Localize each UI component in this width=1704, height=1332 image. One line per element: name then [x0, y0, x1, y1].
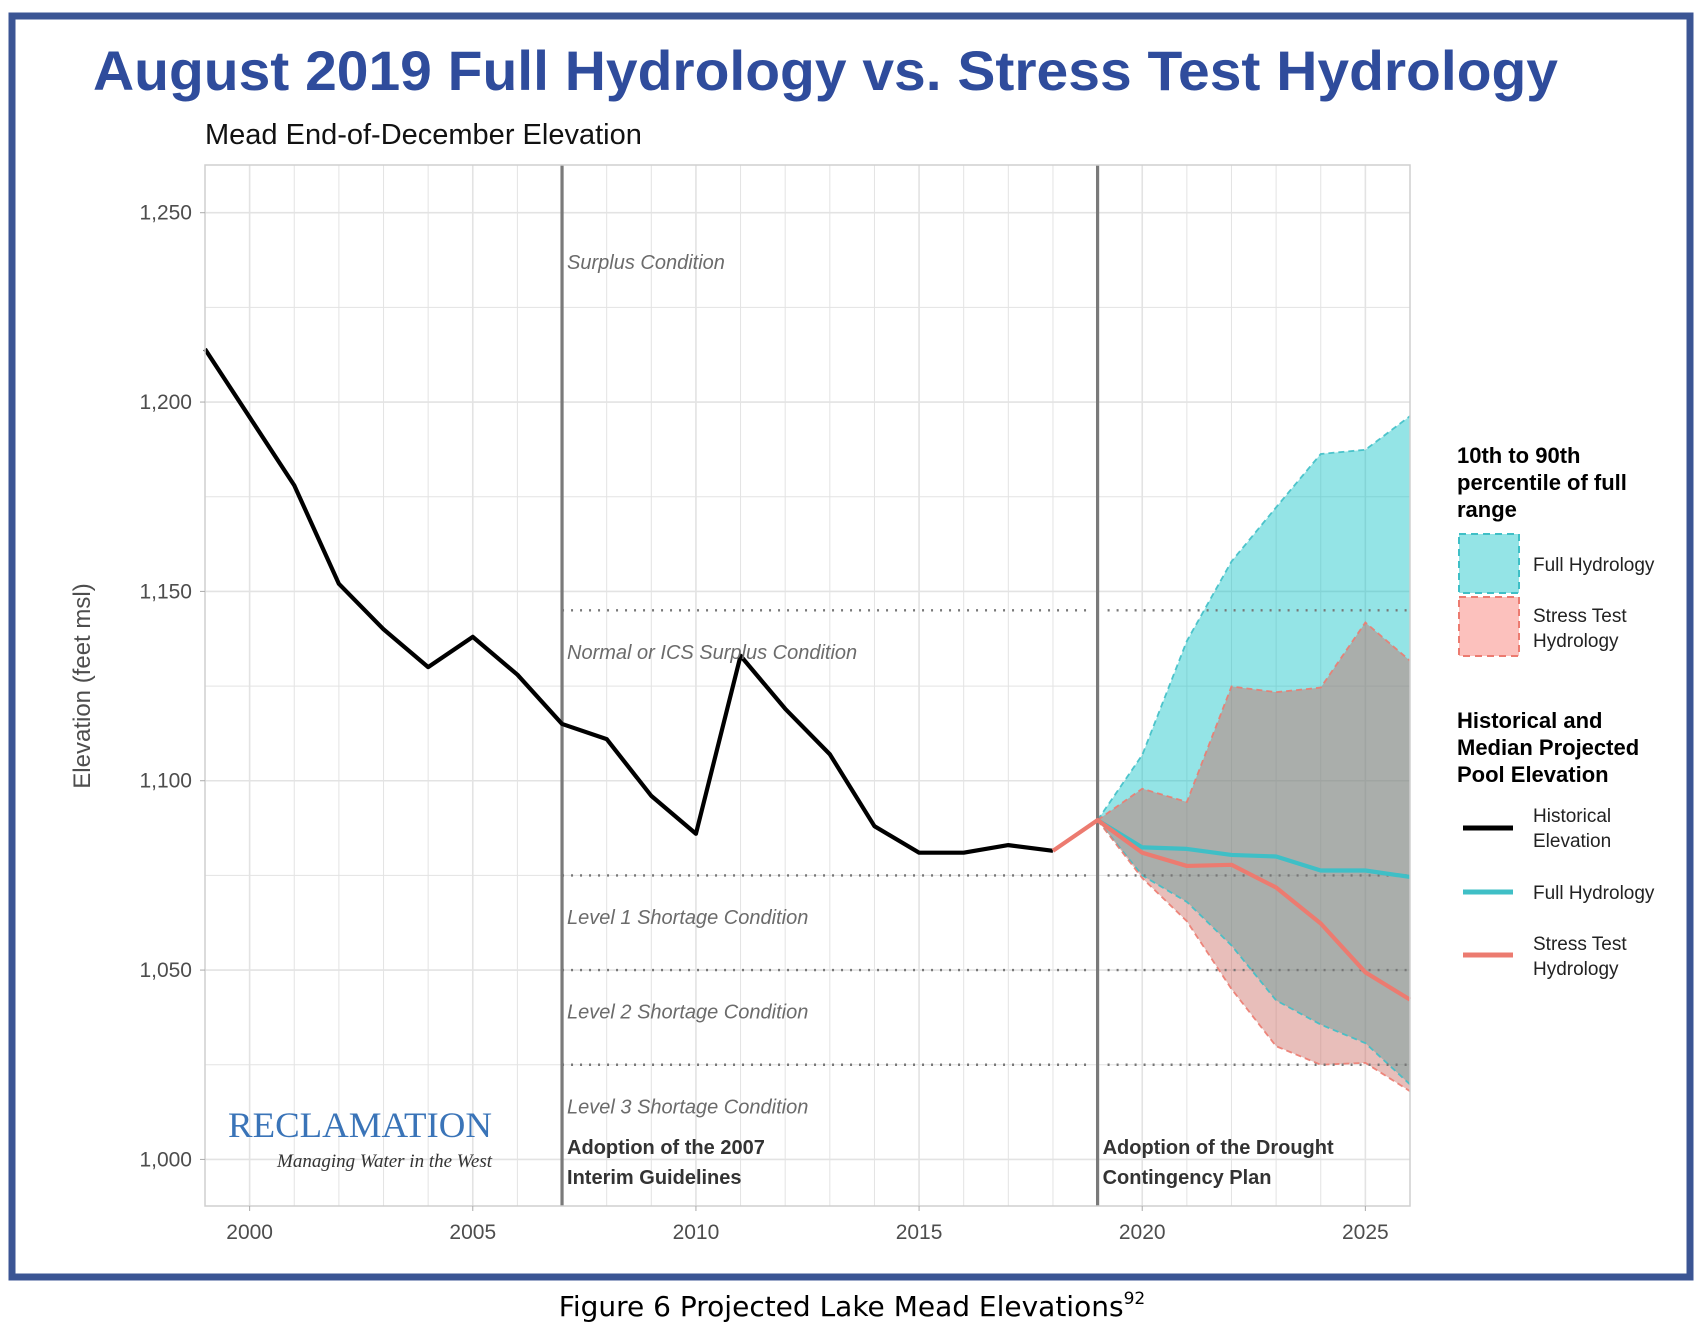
- plot-background: [205, 165, 1410, 1206]
- figure-frame: [8, 12, 1694, 1281]
- legend-band-title-1: 10th to 90th: [1457, 443, 1580, 468]
- x-tick-label: 2025: [1342, 1221, 1389, 1244]
- event-label: Interim Guidelines: [567, 1167, 741, 1189]
- y-tick-label: 1,000: [139, 1148, 192, 1171]
- y-tick-label: 1,100: [139, 770, 192, 793]
- band-stress-upper-edge: [1097, 621, 1411, 821]
- chart-subtitle: Mead End-of-December Elevation: [205, 119, 642, 151]
- condition-label: Level 1 Shortage Condition: [567, 907, 808, 929]
- y-tick-label: 1,050: [139, 959, 192, 982]
- legend-stress-band-key: [1458, 596, 1520, 657]
- legend-full-line-label: Full Hydrology: [1533, 883, 1655, 904]
- legend-line-title-3: Pool Elevation: [1457, 762, 1609, 787]
- event-label: Adoption of the Drought: [1103, 1137, 1334, 1159]
- legend-historical-label-2: Elevation: [1533, 831, 1611, 852]
- legend-stress-line-label-1: Stress Test: [1533, 934, 1627, 955]
- x-tick-label: 2015: [896, 1221, 943, 1244]
- x-tick-label: 2005: [449, 1221, 496, 1244]
- legend-line-title-2: Median Projected: [1457, 735, 1639, 760]
- band-full-lower-edge: [1096, 819, 1411, 1086]
- legend-stress-line-label-2: Hydrology: [1533, 959, 1619, 980]
- reclamation-logo: RECLAMATION Managing Water in the West: [228, 1105, 493, 1172]
- legend-stress-band-label-1: Stress Test: [1533, 606, 1627, 627]
- band-stress-lower-edge: [1096, 819, 1411, 1093]
- event-label: Adoption of the 2007: [567, 1137, 765, 1159]
- figure-caption: Figure 6 Projected Lake Mead Elevations9…: [559, 1289, 1145, 1323]
- logo-name: RECLAMATION: [228, 1105, 492, 1145]
- condition-label: Surplus Condition: [567, 252, 725, 274]
- condition-label: Level 2 Shortage Condition: [567, 1002, 808, 1024]
- series-full: [1096, 818, 1411, 880]
- legend: 10th to 90th percentile of full range Fu…: [1457, 443, 1655, 980]
- legend-full-band-label: Full Hydrology: [1533, 555, 1655, 576]
- condition-label: Normal or ICS Surplus Condition: [567, 642, 857, 664]
- x-tick-label: 2010: [673, 1221, 720, 1244]
- y-tick-label: 1,200: [139, 391, 192, 414]
- legend-stress-band-label-2: Hydrology: [1533, 631, 1619, 652]
- y-tick-label: 1,250: [139, 202, 192, 225]
- figure-title: August 2019 Full Hydrology vs. Stress Te…: [93, 39, 1558, 102]
- logo-tagline: Managing Water in the West: [276, 1151, 493, 1172]
- axes: 1,000 1,050 1,100 1,150 1,200 1,250 2000 2005 20…: [139, 164, 1411, 1244]
- legend-band-title-3: range: [1457, 497, 1517, 522]
- series-lines: [203, 347, 1412, 1002]
- y-tick-label: 1,150: [139, 580, 192, 603]
- x-tick-label: 2000: [226, 1221, 273, 1244]
- reference-lines: [560, 165, 1410, 1206]
- plot-border: [204, 164, 1411, 1207]
- legend-band-title-2: percentile of full: [1457, 470, 1627, 495]
- legend-line-title-1: Historical and: [1457, 708, 1602, 733]
- band-full: [1097, 416, 1410, 1085]
- series-historical: [203, 347, 1054, 855]
- y-axis-title: Elevation (feet msl): [69, 583, 96, 788]
- legend-historical-label-1: Historical: [1533, 806, 1611, 827]
- annotations: Surplus Condition Normal or ICS Surplus C…: [567, 252, 1334, 1189]
- caption-text: Figure 6 Projected Lake Mead Elevations: [559, 1290, 1124, 1323]
- x-tick-label: 2020: [1119, 1221, 1166, 1244]
- event-label: Contingency Plan: [1103, 1167, 1272, 1189]
- caption-superscript: 92: [1124, 1289, 1146, 1309]
- condition-label: Level 3 Shortage Condition: [567, 1096, 808, 1118]
- legend-full-band-key: [1458, 533, 1520, 594]
